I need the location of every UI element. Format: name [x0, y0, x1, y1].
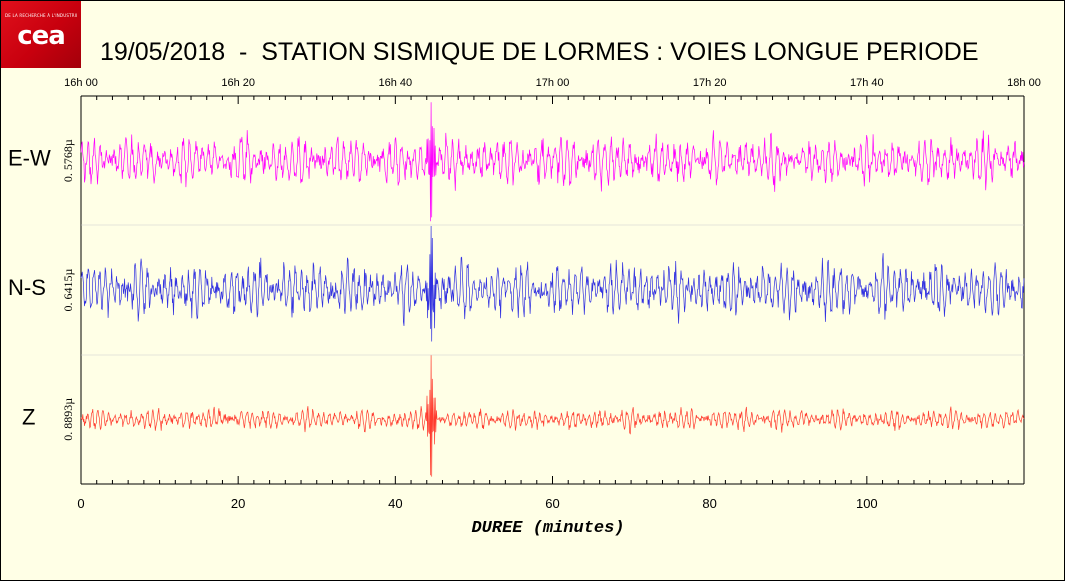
top-tick-label: 17h 40	[850, 77, 884, 89]
channel-label: N-S	[8, 275, 46, 300]
x-tick-label: 80	[702, 496, 716, 511]
top-tick-label: 17h 20	[693, 77, 727, 89]
x-tick-label: 40	[388, 496, 402, 511]
axes	[80, 95, 1025, 485]
channel-scale: 0. 6415µ	[61, 268, 75, 311]
trace-z	[80, 355, 1025, 477]
traces	[80, 102, 1025, 477]
channel-scale: 0. 5768µ	[61, 139, 75, 182]
top-tick-label: 16h 00	[64, 77, 98, 89]
top-tick-label: 16h 20	[221, 77, 255, 89]
chart-title: 19/05/2018 - STATION SISMIQUE DE LORMES …	[100, 38, 979, 66]
x-tick-label: 60	[545, 496, 559, 511]
x-tick-label: 100	[856, 496, 878, 511]
x-tick-label: 0	[77, 496, 84, 511]
logo-wordmark: cea	[17, 21, 66, 51]
channel-label: Z	[22, 404, 35, 429]
channel-scale: 0. 8893µ	[61, 398, 75, 441]
top-tick-label: 17h 00	[536, 77, 570, 89]
cea-logo: DE LA RECHERCHE À L'INDUSTRIE cea	[1, 1, 81, 68]
x-axis-label: DUREE (minutes)	[471, 519, 624, 538]
trace-e-w	[80, 102, 1025, 222]
trace-n-s	[80, 225, 1025, 342]
x-tick-label: 20	[231, 496, 245, 511]
channel-label: E-W	[8, 146, 51, 171]
axis-labels: 0 20 40 60 80 100 16h 00 16h 20 16h 40 17h 00 17h …	[8, 77, 1041, 538]
top-tick-label: 16h 40	[379, 77, 413, 89]
top-tick-label: 18h 00	[1007, 77, 1041, 89]
logo-tagline: DE LA RECHERCHE À L'INDUSTRIE	[5, 13, 77, 18]
axis-ticks	[80, 96, 1025, 484]
